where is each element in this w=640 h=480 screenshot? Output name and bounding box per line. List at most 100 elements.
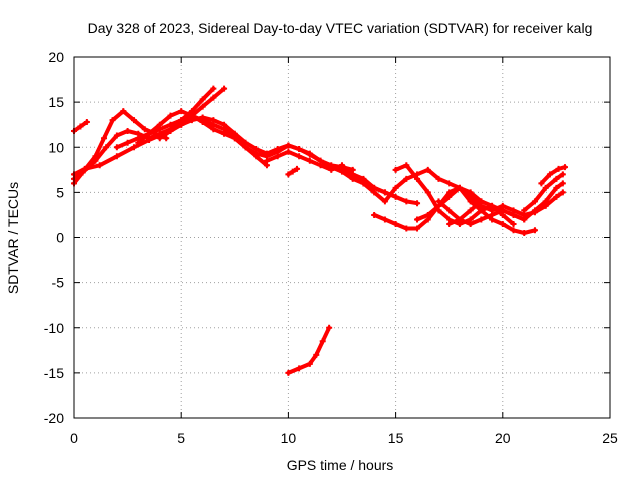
data-point <box>561 164 568 171</box>
x-tick-label: 10 <box>281 430 297 446</box>
data-point <box>242 139 249 146</box>
series-line-track-18 <box>286 325 332 375</box>
data-point <box>77 123 84 130</box>
data-point <box>360 180 367 187</box>
data-point <box>319 338 326 345</box>
data-point <box>253 153 260 160</box>
data-point <box>263 150 270 157</box>
data-point <box>435 175 442 182</box>
data-point <box>467 193 474 200</box>
y-tick-label: -10 <box>44 320 64 336</box>
x-tick-label: 15 <box>388 430 404 446</box>
data-point <box>146 137 153 144</box>
data-point <box>81 166 88 173</box>
data-point <box>499 220 506 227</box>
data-point <box>199 103 206 110</box>
data-point <box>96 162 103 169</box>
series-line-track-17 <box>539 165 567 186</box>
data-point <box>313 351 320 358</box>
data-point <box>285 148 292 155</box>
data-point <box>113 132 120 139</box>
data-point <box>392 184 399 191</box>
data-point <box>467 220 474 227</box>
data-point <box>253 146 260 153</box>
data-point <box>156 135 163 142</box>
data-point <box>156 121 163 128</box>
data-point <box>414 175 421 182</box>
data-point <box>538 180 545 187</box>
series-line-track-8 <box>265 149 419 206</box>
data-point <box>188 117 195 124</box>
data-point <box>435 198 442 205</box>
y-tick-label: 20 <box>48 49 64 65</box>
data-point <box>489 202 496 209</box>
data-point <box>542 198 549 205</box>
data-point <box>414 225 421 232</box>
data-point <box>542 184 549 191</box>
data-point <box>510 211 517 218</box>
data-point <box>263 157 270 164</box>
data-point <box>306 157 313 164</box>
data-point <box>296 365 303 372</box>
y-tick-label: 10 <box>48 139 64 155</box>
data-point <box>221 130 228 137</box>
x-tick-label: 0 <box>70 430 78 446</box>
data-point <box>120 108 127 115</box>
data-point <box>559 189 566 196</box>
data-point <box>403 162 410 169</box>
data-point <box>349 171 356 178</box>
data-point <box>92 153 99 160</box>
y-tick-label: 0 <box>56 230 64 246</box>
data-point <box>553 193 560 200</box>
data-point <box>531 207 538 214</box>
data-point <box>328 166 335 173</box>
data-point <box>521 216 528 223</box>
y-tick-label: 15 <box>48 94 64 110</box>
data-point <box>521 207 528 214</box>
data-point <box>559 180 566 187</box>
data-series <box>71 85 568 376</box>
data-point <box>381 198 388 205</box>
data-point <box>392 193 399 200</box>
data-point <box>113 153 120 160</box>
data-point <box>446 193 453 200</box>
data-point <box>553 175 560 182</box>
data-point <box>403 225 410 232</box>
data-point <box>178 121 185 128</box>
data-point <box>317 162 324 169</box>
data-point <box>446 220 453 227</box>
data-point <box>296 153 303 160</box>
data-point <box>424 189 431 196</box>
data-point <box>210 94 217 101</box>
data-point <box>83 118 90 125</box>
data-point <box>103 144 110 151</box>
data-point <box>446 180 453 187</box>
y-tick-label: -5 <box>52 275 65 291</box>
data-point <box>167 128 174 135</box>
data-point <box>124 128 131 135</box>
y-tick-label: 5 <box>56 184 64 200</box>
x-axis-label: GPS time / hours <box>287 457 394 473</box>
y-axis-label: SDTVAR / TECUs <box>5 182 21 294</box>
data-point <box>178 108 185 115</box>
data-point <box>446 207 453 214</box>
data-point <box>414 200 421 207</box>
data-point <box>306 150 313 157</box>
data-point <box>371 211 378 218</box>
data-point <box>221 121 228 128</box>
data-point <box>289 168 296 175</box>
data-point <box>489 211 496 218</box>
data-point <box>109 117 116 124</box>
data-point <box>371 189 378 196</box>
data-point <box>167 112 174 119</box>
data-point <box>274 153 281 160</box>
data-point <box>424 166 431 173</box>
series-line-track-7 <box>157 115 387 195</box>
data-point <box>167 121 174 128</box>
data-point <box>403 175 410 182</box>
x-tick-label: 5 <box>177 430 185 446</box>
data-point <box>285 171 292 178</box>
data-point <box>146 130 153 137</box>
data-point <box>499 211 506 218</box>
data-point <box>285 369 292 376</box>
